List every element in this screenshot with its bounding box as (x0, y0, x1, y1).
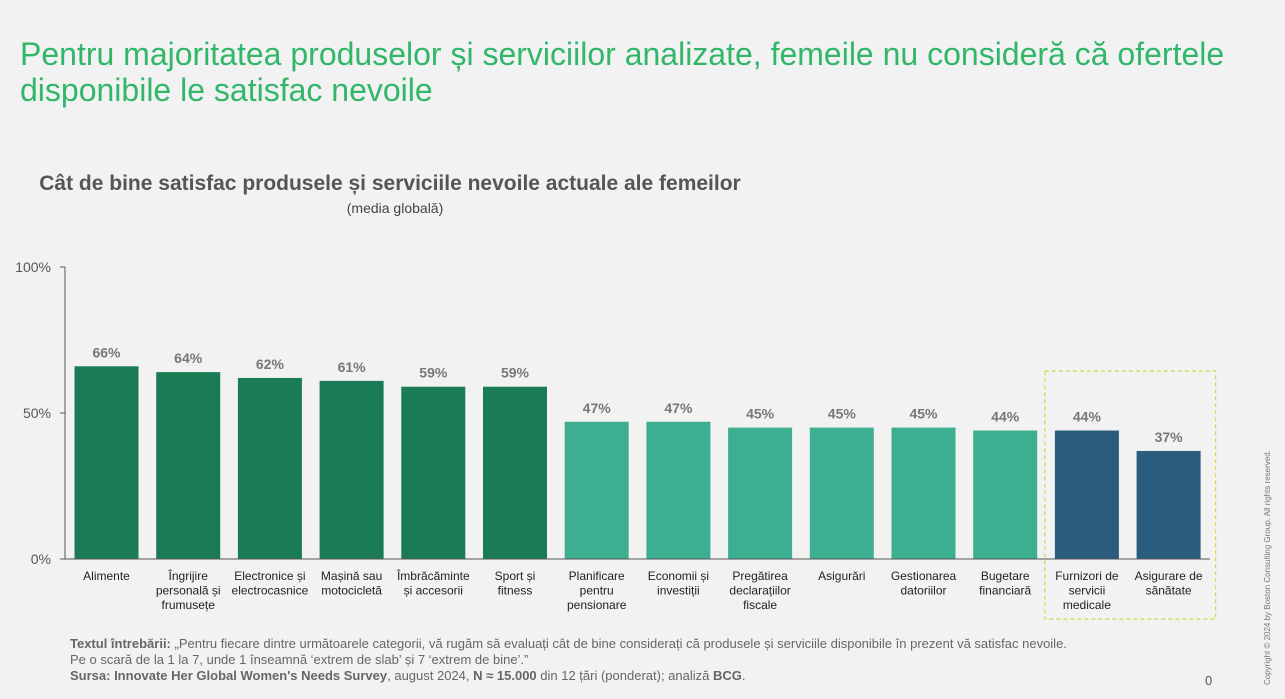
data-label: 62% (256, 356, 285, 372)
x-tick-label: Mașină sau motocicletă (321, 569, 382, 598)
data-label: 45% (909, 406, 938, 422)
x-tick-label: Electronice și electrocasnice (232, 569, 309, 598)
bar (401, 386, 466, 559)
chart-subtitle: (media globală) (346, 200, 444, 216)
question-label: Textul întrebării: (70, 636, 171, 651)
chart-title: Cât de bine satisfac produsele și servic… (39, 172, 741, 195)
x-tick-label-line: Sport și (495, 569, 536, 583)
data-label: 47% (583, 400, 612, 416)
x-tick-label-line: Pregătirea (732, 569, 788, 583)
x-tick-label: Economii și investiții (648, 569, 709, 598)
data-label: 44% (1073, 409, 1102, 425)
bar (728, 427, 793, 559)
bar (1054, 430, 1119, 559)
x-tick-label-line: și accesorii (404, 584, 463, 598)
source-sample: N ≈ 15.000 (473, 668, 537, 683)
x-tick-label: Furnizori de servicii medicale (1055, 569, 1119, 612)
x-tick-label: Planificare pentru pensionare (567, 569, 627, 612)
copyright-notice: Copyright © 2024 by Boston Consulting Gr… (1263, 450, 1272, 685)
data-label: 61% (338, 359, 367, 375)
data-label: 59% (419, 365, 448, 381)
page-number: 0 (1205, 673, 1213, 688)
question-text: Textul întrebării: „Pentru fiecare dintr… (70, 636, 1070, 668)
x-tick-label-line: Asigurări (818, 569, 865, 583)
x-tick-label-line: datoriilor (900, 584, 946, 598)
x-tick-label-line: Mașină sau (321, 569, 382, 583)
x-tick-label-line: Bugetare (981, 569, 1030, 583)
footnote: Textul întrebării: „Pentru fiecare dintr… (70, 636, 1070, 684)
x-tick-label-line: fiscale (743, 598, 777, 612)
x-tick-label-line: sănătate (1146, 584, 1192, 598)
bar (319, 380, 384, 559)
data-label: 64% (174, 350, 203, 366)
x-tick-label-line: Electronice și (234, 569, 305, 583)
x-tick-label-line: medicale (1063, 598, 1111, 612)
x-tick-label: Asigurări (818, 569, 865, 583)
data-label: 45% (828, 406, 857, 422)
x-tick-label-line: pentru (580, 584, 614, 598)
source-end: . (741, 668, 746, 683)
question-body: „Pentru fiecare dintre următoarele categ… (70, 636, 1067, 667)
x-tick-label-line: motocicletă (321, 584, 382, 598)
data-label: 37% (1155, 429, 1184, 445)
x-tick-label-line: investiții (657, 584, 700, 598)
x-tick-label: Alimente (83, 569, 130, 583)
x-tick-label-line: personală și (156, 584, 221, 598)
y-tick-label: 0% (31, 551, 51, 567)
x-tick-label: Pregătirea declarațiilor fiscale (729, 569, 790, 612)
x-tick-label-line: Alimente (83, 569, 130, 583)
data-label: 66% (92, 344, 121, 360)
data-label: 44% (991, 409, 1020, 425)
data-label: 59% (501, 365, 530, 381)
x-tick-label: Gestionarea datoriilor (891, 569, 957, 598)
source-text: Sursa: Innovate Her Global Women's Needs… (70, 668, 1070, 684)
bar (646, 421, 711, 559)
source-brand: BCG (712, 668, 742, 683)
source-date: , august 2024, (387, 668, 474, 683)
x-tick-label-line: financiară (979, 584, 1031, 598)
bar (74, 366, 139, 559)
x-tick-label-line: Furnizori de (1055, 569, 1119, 583)
bar (237, 377, 302, 559)
x-tick-label-line: Gestionarea (891, 569, 957, 583)
x-tick-label-line: Asigurare de (1135, 569, 1203, 583)
x-tick-label-line: electrocasnice (232, 584, 309, 598)
data-label: 45% (746, 406, 775, 422)
x-tick-label-line: Planificare (569, 569, 625, 583)
highlight-box (1044, 370, 1217, 620)
x-tick-label-line: Economii și (648, 569, 709, 583)
bar (564, 421, 629, 559)
x-tick-label-line: Îmbrăcăminte (396, 568, 470, 583)
x-tick-label-line: frumusețe (162, 598, 216, 612)
x-tick-label-line: Îngrijire (168, 568, 209, 583)
y-tick-label: 100% (15, 259, 51, 275)
x-tick-label: Sport și fitness (495, 569, 536, 598)
x-tick-label: Asigurare de sănătate (1135, 569, 1203, 598)
bar (483, 386, 547, 559)
x-tick-label-line: servicii (1069, 584, 1106, 598)
bar (156, 372, 221, 559)
bar (973, 430, 1038, 559)
source-rest: din 12 țări (ponderat); analiză (536, 668, 713, 683)
page-headline: Pentru majoritatea produselor și servici… (20, 36, 1225, 108)
x-tick-label: Îmbrăcăminte și accesorii (396, 568, 470, 598)
bar (891, 427, 956, 559)
y-tick-label: 50% (23, 405, 51, 421)
x-tick-label-line: pensionare (567, 598, 627, 612)
x-tick-label-line: fitness (498, 584, 533, 598)
bar (809, 427, 874, 559)
data-label: 47% (664, 400, 693, 416)
source-label: Sursa: Innovate Her Global Women's Needs… (70, 668, 388, 683)
bar-chart: 0% 50% 100% 66% Alimente 64% Îngrijire personal… (15, 259, 1217, 620)
x-tick-label-line: declarațiilor (729, 584, 790, 598)
x-tick-label: Îngrijire personală și frumusețe (156, 568, 221, 612)
x-tick-label: Bugetare financiară (979, 569, 1031, 598)
bar (1136, 450, 1201, 559)
